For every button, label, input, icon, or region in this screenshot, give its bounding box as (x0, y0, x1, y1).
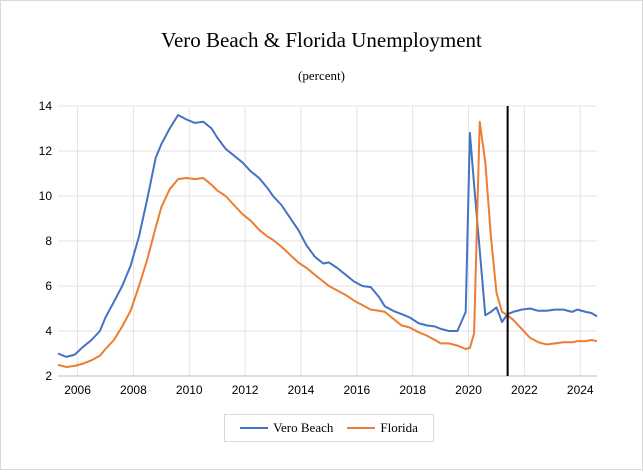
x-tick-label: 2006 (64, 383, 91, 397)
y-tick-label: 8 (45, 234, 52, 248)
legend-swatch-florida (347, 427, 376, 429)
x-tick-label: 2020 (455, 383, 482, 397)
chart-subtitle: (percent) (298, 68, 345, 83)
series-line-florida (57, 120, 598, 368)
x-axis-ticks: 2006 2008 2010 2012 2014 2016 2018 2020 2022 2024 (64, 383, 594, 397)
x-tick-label: 2010 (176, 383, 203, 397)
y-tick-label: 12 (39, 144, 53, 158)
y-tick-label: 14 (39, 99, 53, 113)
x-tick-label: 2018 (399, 383, 426, 397)
y-tick-label: 6 (45, 279, 52, 293)
legend-label-vero-beach: Vero Beach (273, 420, 334, 435)
y-tick-label: 4 (45, 324, 52, 338)
chart-title: Vero Beach & Florida Unemployment (161, 28, 482, 52)
y-tick-label: 2 (45, 369, 52, 383)
legend-item-florida: Florida (347, 420, 418, 436)
x-tick-label: 2008 (120, 383, 147, 397)
x-tick-label: 2024 (567, 383, 594, 397)
legend: Vero Beach Florida (224, 414, 434, 442)
x-tick-label: 2014 (288, 383, 315, 397)
x-tick-label: 2022 (511, 383, 538, 397)
x-tick-label: 2016 (343, 383, 370, 397)
legend-item-vero-beach: Vero Beach (240, 420, 333, 436)
y-axis-ticks: 2 4 6 8 10 12 14 (39, 99, 53, 383)
gridlines (58, 105, 597, 377)
x-tick-label: 2012 (232, 383, 259, 397)
legend-swatch-vero-beach (240, 427, 269, 429)
y-tick-label: 10 (39, 189, 53, 203)
legend-label-florida: Florida (380, 420, 418, 435)
